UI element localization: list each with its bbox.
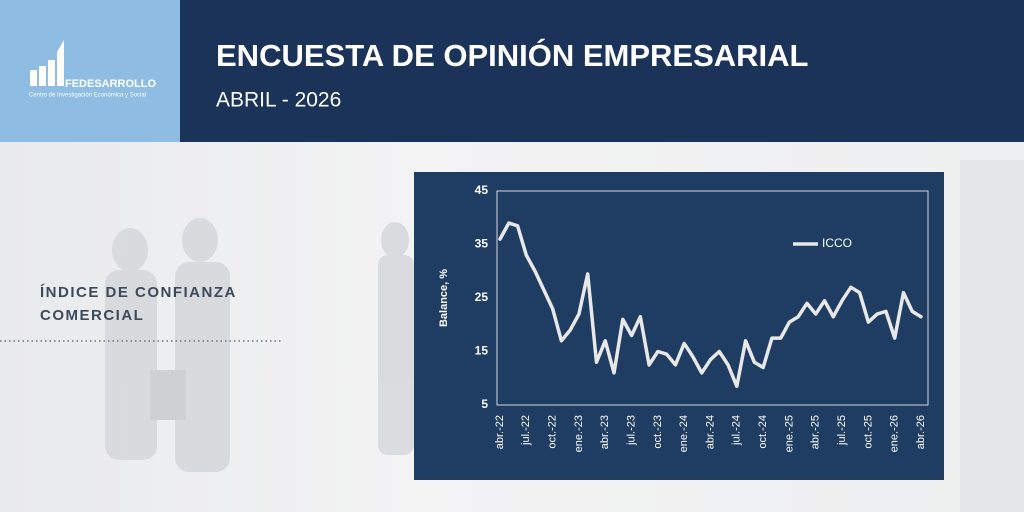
- x-tick-label: abr.-24: [704, 415, 716, 449]
- logo-tagline: Centro de Investigación Económica y Soci…: [29, 93, 146, 99]
- x-tick-label: abr.-25: [810, 415, 822, 449]
- x-tick-label: jul.-23: [625, 415, 637, 446]
- x-tick-label: ene.-24: [678, 415, 690, 452]
- data-line: [498, 221, 923, 389]
- x-tick-label: ene.-26: [889, 415, 901, 452]
- y-tick-label: 35: [475, 237, 489, 251]
- x-tick-label: ene.-23: [573, 415, 585, 452]
- x-tick-label: abr.-26: [915, 415, 927, 449]
- silhouettes: [105, 160, 1024, 512]
- x-tick-label: abr.-22: [494, 415, 506, 449]
- x-tick-label: ene.-25: [783, 415, 795, 452]
- plot-frame: [496, 190, 929, 406]
- x-tick-label: jul.-22: [520, 415, 532, 446]
- y-tick-label: 45: [475, 183, 489, 197]
- legend-label: ICCO: [822, 236, 852, 250]
- x-tick-label: jul.-24: [731, 415, 743, 446]
- x-tick-label: abr.-23: [599, 415, 611, 449]
- x-tick-label: jul.-25: [836, 415, 848, 446]
- chart-panel: [414, 172, 944, 480]
- y-tick-label: 25: [475, 290, 489, 304]
- section-label: COMERCIAL: [40, 307, 144, 324]
- section-label: ÍNDICE DE CONFIANZA: [40, 284, 237, 301]
- logo-name: FEDESARROLLO: [65, 78, 157, 90]
- page-title: ENCUESTA DE OPINIÓN EMPRESARIAL: [216, 37, 809, 73]
- page-subtitle: ABRIL - 2026: [216, 89, 341, 112]
- x-tick-label: oct.-22: [547, 415, 559, 449]
- x-tick-label: oct.-25: [862, 415, 874, 449]
- y-tick-label: 15: [475, 344, 489, 358]
- x-tick-label: oct.-23: [652, 415, 664, 449]
- logo-icon: [30, 40, 64, 86]
- x-tick-label: oct.-24: [757, 415, 769, 449]
- y-tick-label: 5: [481, 397, 488, 411]
- y-axis-label: Balance, %: [438, 269, 450, 327]
